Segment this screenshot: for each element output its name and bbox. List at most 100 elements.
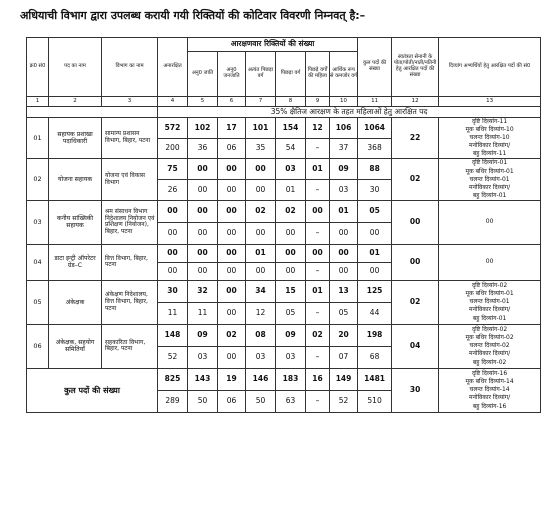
women-count-cell: 03 — [245, 345, 276, 369]
header-freedom-fighter: स्वतंत्रता सेनानी के पोता/पोती/नाती/नतिन… — [391, 37, 440, 97]
header-group-title: आरक्षणवार रिक्तियों की संख्या — [186, 37, 359, 52]
disability-line: बहु दिव्यांग-16 — [472, 402, 507, 410]
count-cell: 34 — [245, 279, 276, 303]
disability-breakdown: दृष्टि दिव्यांग-16 मूक बधिर दिव्यांग-14 चल… — [438, 367, 542, 413]
freedom-fighter-count: 02 — [391, 158, 440, 201]
total-women-cell: – — [305, 389, 330, 413]
table-row: 03 कनीय सांख्यिकी सहायक श्रम संसाधन विभाग … — [26, 199, 542, 245]
women-count-cell: 00 — [217, 301, 246, 325]
table-row-women: 00 00 00 00 00–00 00 — [27, 221, 541, 245]
header-st: अनु0 जनजाति — [217, 51, 246, 97]
disability-line: दृष्टि दिव्यांग-02 — [472, 282, 508, 290]
post-name: योजना सहायक — [48, 158, 102, 201]
disability-breakdown: दृष्टि दिव्यांग-02 मूक बधिर दिव्यांग-01 चल… — [438, 279, 542, 325]
department-name: अंकेक्षण निदेशालय, वित्त विभाग, बिहार, प… — [101, 279, 158, 325]
header-ews: आर्थिक रूप से कमजोर वर्ग — [328, 51, 359, 97]
women-count-cell: 00 — [187, 261, 218, 281]
count-cell: 20 — [328, 323, 359, 347]
women-count-cell: 368 — [357, 137, 393, 160]
count-cell: 13 — [328, 279, 359, 303]
women-count-cell: 07 — [328, 345, 359, 369]
post-name: अंकेक्षक — [48, 279, 102, 325]
total-count-cell: 149 — [328, 367, 359, 391]
serial-number: 02 — [26, 158, 49, 201]
total-women-cell: 50 — [245, 389, 276, 413]
department-name: सहकारिता विभाग, बिहार, पटना — [101, 323, 158, 369]
women-count-cell: 03 — [275, 345, 306, 369]
total-freedom-fighter: 30 — [391, 367, 440, 413]
disability-line: चलन्त दिव्यांग-10 — [469, 134, 510, 142]
women-count-cell: 36 — [187, 137, 218, 160]
women-count-cell: 00 — [187, 221, 218, 245]
freedom-fighter-count: 04 — [391, 323, 440, 369]
count-cell: 08 — [245, 323, 276, 347]
count-cell: 148 — [157, 323, 188, 347]
post-name: सहायक प्रशाखा पदाधिकारी — [48, 116, 102, 160]
post-name: डाटा इन्ट्री ऑपरेटर ग्रेड–C — [48, 243, 102, 281]
total-row-women: 289 50 06 50 63–52 510 — [27, 389, 541, 413]
department-name: योजना एवं विकास विभाग — [101, 158, 158, 201]
women-count-cell: 00 — [357, 221, 393, 245]
disability-line: चलन्त दिव्यांग-14 — [469, 386, 510, 394]
count-cell: 75 — [157, 158, 188, 181]
count-cell: 03 — [275, 158, 306, 181]
count-cell: 00 — [305, 199, 330, 223]
column-number: 5 — [187, 96, 218, 107]
disability-line: 00 — [485, 218, 494, 226]
disability-line: मनोविकार दिव्यांग/ — [469, 142, 511, 150]
count-cell: 101 — [245, 117, 276, 139]
page-heading: अधियाची विभाग द्वारा उपलब्ध करायी गयी रि… — [20, 9, 366, 22]
women-count-cell: – — [305, 301, 330, 325]
count-cell: 01 — [305, 158, 330, 181]
women-count-cell: 200 — [157, 137, 188, 160]
table-row: 02 योजना सहायक योजना एवं विकास विभाग 75 00 00… — [26, 158, 542, 201]
total-women-cell: 63 — [275, 389, 306, 413]
column-number: 7 — [245, 96, 276, 107]
disability-line: दृष्टि दिव्यांग-16 — [472, 370, 508, 378]
women-count-cell: 00 — [157, 221, 188, 245]
count-cell: 1064 — [357, 117, 393, 139]
count-cell: 00 — [217, 279, 246, 303]
total-women-cell: 510 — [357, 389, 393, 413]
column-number: 2 — [48, 96, 102, 107]
total-label: कुल पदों की संख्या — [26, 367, 158, 413]
disability-breakdown: 00 — [438, 199, 542, 245]
count-cell: 00 — [275, 243, 306, 263]
count-cell: 198 — [357, 323, 393, 347]
women-count-cell: 37 — [328, 137, 359, 160]
header-sc: अनु0 जाति — [187, 51, 218, 97]
count-cell: 01 — [245, 243, 276, 263]
table-row: 04 डाटा इन्ट्री ऑपरेटर ग्रेड–C वित्त विभाग… — [26, 243, 542, 281]
serial-number: 04 — [26, 243, 49, 281]
women-count-cell: – — [305, 179, 330, 201]
count-cell: 102 — [187, 117, 218, 139]
total-count-cell: 1481 — [357, 367, 393, 391]
table-row-women: 26 00 00 00 01–03 30 — [27, 179, 541, 201]
serial-number: 03 — [26, 199, 49, 245]
header-sno: क्र0 सं0 — [26, 37, 49, 97]
count-cell: 15 — [275, 279, 306, 303]
column-number: 9 — [305, 96, 330, 107]
women-count-cell: 00 — [328, 221, 359, 245]
women-count-cell: 00 — [187, 179, 218, 201]
women-count-cell: 00 — [217, 221, 246, 245]
disability-breakdown: 00 — [438, 243, 542, 281]
women-count-cell: 06 — [217, 137, 246, 160]
count-cell: 00 — [217, 199, 246, 223]
disability-line: मूक बधिर दिव्यांग-14 — [465, 378, 514, 386]
women-count-cell: 00 — [217, 261, 246, 281]
count-cell: 00 — [305, 243, 330, 263]
count-cell: 572 — [157, 117, 188, 139]
count-cell: 02 — [217, 323, 246, 347]
column-number: 8 — [275, 96, 306, 107]
disability-breakdown: दृष्टि दिव्यांग-01 मूक बधिर दिव्यांग-01 चल… — [438, 158, 542, 201]
count-cell: 02 — [275, 199, 306, 223]
post-name: अंकेक्षक, सहयोग समितियाँ — [48, 323, 102, 369]
disability-line: दृष्टि दिव्यांग-01 — [472, 159, 508, 167]
column-number: 1 — [26, 96, 49, 107]
freedom-fighter-count: 02 — [391, 279, 440, 325]
disability-line: मनोविकार दिव्यांग/ — [469, 183, 511, 191]
freedom-fighter-count: 22 — [391, 116, 440, 160]
count-cell: 09 — [328, 158, 359, 181]
disability-line: दृष्टि दिव्यांग-11 — [472, 118, 508, 125]
